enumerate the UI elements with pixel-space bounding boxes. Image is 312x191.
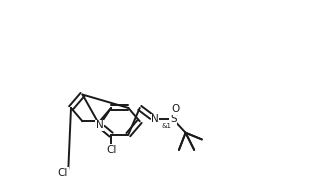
- Text: O: O: [171, 104, 179, 114]
- Text: Cl: Cl: [58, 168, 68, 178]
- Text: N: N: [151, 114, 159, 124]
- Text: S: S: [170, 114, 177, 124]
- Text: N: N: [96, 120, 104, 130]
- Text: Cl: Cl: [106, 145, 116, 155]
- Text: &1: &1: [162, 123, 172, 129]
